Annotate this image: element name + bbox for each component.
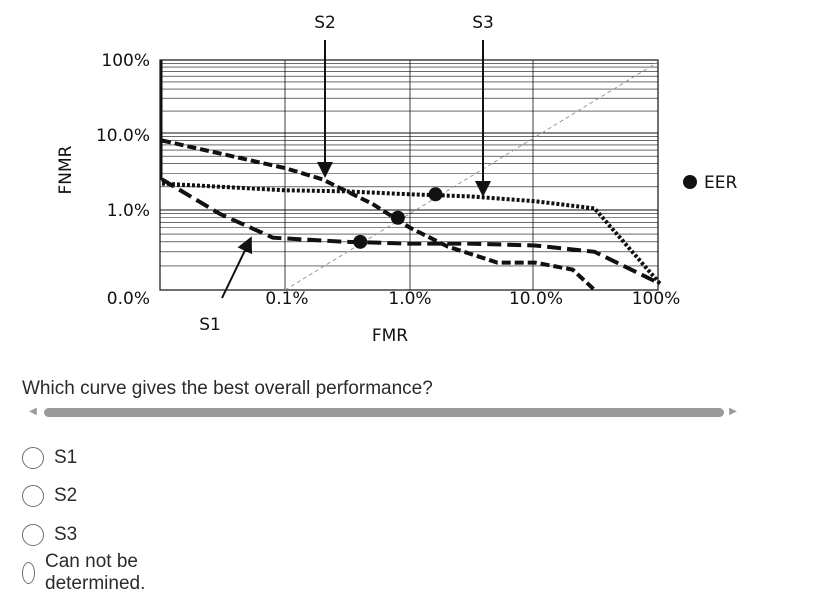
- scroll-right-arrow-icon[interactable]: ▶: [729, 406, 737, 417]
- annotation-label-s2: S2: [314, 13, 336, 33]
- eer-point-s1: [353, 234, 368, 249]
- horizontal-scrollbar[interactable]: ◀ ▶: [22, 404, 742, 420]
- y-tick-label: 10.0%: [96, 126, 150, 146]
- y-tick-label: 0.0%: [107, 289, 150, 309]
- x-axis-label: FMR: [372, 326, 408, 346]
- option-label: S2: [54, 485, 78, 506]
- eer-points: [353, 187, 443, 249]
- option-label: Can not be determined.: [45, 551, 146, 594]
- x-tick-label: 100%: [632, 289, 681, 309]
- roc-chart: 100% 10.0% 1.0% 0.0% 0.1% 1.0% 10.0% 100…: [56, 13, 737, 346]
- option-s2[interactable]: S2: [22, 482, 77, 510]
- y-axis-label: FNMR: [56, 145, 76, 194]
- annotation-arrow-s1: [221, 236, 252, 299]
- y-tick-label: 100%: [101, 51, 150, 71]
- y-tick-label: 1.0%: [107, 201, 150, 221]
- diagonal-line: [284, 61, 659, 291]
- option-label: S3: [54, 524, 78, 545]
- radio-button[interactable]: [22, 485, 44, 507]
- legend-eer-marker: [683, 175, 697, 189]
- radio-button[interactable]: [22, 447, 44, 469]
- eer-point-s3: [428, 187, 443, 202]
- curve-s1: [160, 177, 661, 286]
- plot-frame: [159, 59, 659, 291]
- x-tick-label: 1.0%: [388, 289, 431, 309]
- legend-eer-label: EER: [704, 173, 737, 193]
- question-text: Which curve gives the best overall perfo…: [22, 378, 433, 399]
- radio-button[interactable]: [22, 524, 44, 546]
- x-tick-label: 10.0%: [509, 289, 563, 309]
- radio-button[interactable]: [22, 562, 36, 584]
- eer-diagonal: [284, 61, 659, 291]
- curve-s2: [161, 138, 596, 292]
- chart-grid: [159, 59, 659, 291]
- option-label: S1: [54, 447, 78, 468]
- annotation-label-s3: S3: [472, 13, 494, 33]
- annotation-label-s1: S1: [199, 315, 221, 335]
- option-cannot-determine[interactable]: Can not be determined.: [22, 551, 154, 594]
- annotation-arrows: [221, 40, 491, 299]
- chart-curves: [160, 138, 662, 292]
- option-s1[interactable]: S1: [22, 444, 77, 472]
- eer-point-s2: [390, 210, 405, 225]
- option-s3[interactable]: S3: [22, 521, 77, 549]
- x-tick-label: 0.1%: [265, 289, 308, 309]
- scroll-left-arrow-icon[interactable]: ◀: [29, 406, 37, 417]
- scrollbar-thumb[interactable]: [44, 408, 724, 417]
